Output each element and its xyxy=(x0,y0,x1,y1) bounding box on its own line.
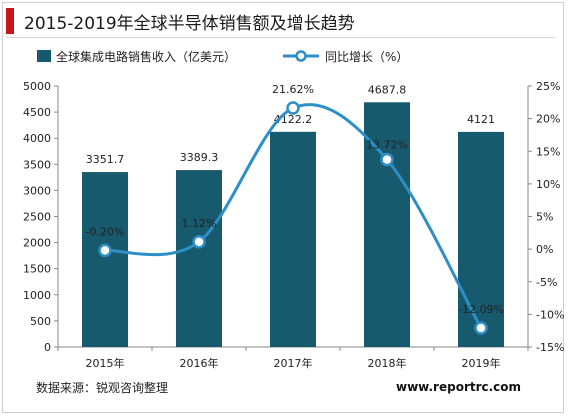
source-note: 数据来源：锐观咨询整理 xyxy=(36,381,169,395)
y-right-tick-label: 25% xyxy=(536,80,560,93)
growth-point xyxy=(474,321,488,335)
x-tick-label: 2018年 xyxy=(368,356,407,370)
x-tick-label: 2019年 xyxy=(462,356,501,370)
bar xyxy=(458,131,504,347)
legend-marker-line xyxy=(295,50,307,62)
site-url: www.reportrc.com xyxy=(396,380,522,394)
legend-label-bar: 全球集成电路销售收入（亿美元） xyxy=(56,49,236,64)
y-left-tick-label: 4500 xyxy=(23,106,51,119)
growth-value-label: -0.20% xyxy=(86,225,125,238)
y-left-tick-label: 1000 xyxy=(23,289,51,302)
legend-label-line: 同比增长（%） xyxy=(325,50,408,64)
bar-value-label: 4687.8 xyxy=(368,83,407,96)
y-left-tick-label: 1500 xyxy=(23,263,51,276)
y-right-tick-label: -5% xyxy=(536,276,557,289)
growth-value-label: 13.72% xyxy=(366,139,408,152)
growth-value-label: 21.62% xyxy=(272,83,314,96)
y-left-tick-label: 0 xyxy=(44,341,51,354)
bar xyxy=(82,172,128,347)
y-right-tick-label: -10% xyxy=(536,308,564,321)
bar xyxy=(176,170,222,347)
y-right-tick-label: 5% xyxy=(536,211,553,224)
growth-point xyxy=(380,152,394,167)
title-accent-bar xyxy=(6,8,14,34)
bar xyxy=(270,131,316,347)
x-tick-label: 2017年 xyxy=(274,356,313,370)
x-tick-label: 2015年 xyxy=(86,356,125,370)
x-tick-label: 2016年 xyxy=(180,356,219,370)
growth-point xyxy=(98,243,112,258)
y-right-tick-label: 15% xyxy=(536,145,560,158)
y-left-tick-label: 3000 xyxy=(23,184,51,197)
y-left-tick-label: 5000 xyxy=(23,80,51,93)
y-left-tick-label: 2500 xyxy=(23,211,51,224)
y-right-tick-label: 0% xyxy=(536,243,553,256)
legend-swatch-bar xyxy=(37,50,51,62)
y-left-tick-label: 3500 xyxy=(23,158,51,171)
y-right-tick-label: 20% xyxy=(536,113,560,126)
page-title: 2015-2019年全球半导体销售额及增长趋势 xyxy=(24,14,355,34)
y-right-tick-label: 10% xyxy=(536,178,560,191)
bar-value-label: 3351.7 xyxy=(86,153,125,166)
growth-point xyxy=(286,101,300,115)
bar-value-label: 4121 xyxy=(467,113,495,126)
y-right-tick-label: -15% xyxy=(536,341,564,354)
y-left-tick-label: 2000 xyxy=(23,237,51,250)
growth-point xyxy=(192,235,206,249)
growth-value-label: 1.12% xyxy=(182,217,217,230)
growth-value-label: -12.09% xyxy=(458,303,504,316)
title-divider xyxy=(6,37,555,38)
y-left-tick-label: 4000 xyxy=(23,132,51,145)
y-left-tick-label: 500 xyxy=(30,315,51,328)
bar-value-label: 3389.3 xyxy=(180,151,219,164)
